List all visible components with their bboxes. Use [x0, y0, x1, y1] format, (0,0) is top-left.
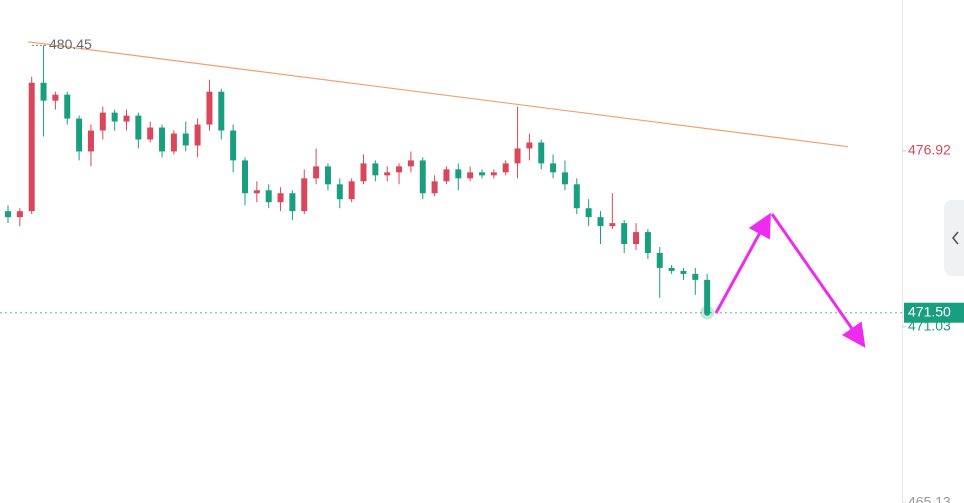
candle-body: [407, 160, 414, 167]
candle-body: [301, 178, 308, 212]
candle-body: [443, 169, 450, 182]
candle-body: [597, 217, 604, 227]
chevron-icon: [951, 231, 959, 245]
max-label: 480.45: [49, 36, 92, 52]
candle-body: [467, 172, 474, 179]
candle-body: [479, 172, 485, 176]
candle-body: [704, 279, 711, 313]
candle-body: [431, 181, 438, 194]
candle-body: [372, 163, 379, 176]
candle-body: [76, 118, 83, 152]
candle-body: [147, 127, 154, 140]
candle-body: [277, 193, 284, 203]
candle-body: [99, 112, 106, 131]
candle-body: [52, 94, 59, 101]
candle-body: [585, 208, 592, 218]
candle-body: [656, 252, 663, 268]
candle-body: [159, 127, 166, 152]
candle-body: [111, 112, 118, 122]
candle-body: [253, 190, 260, 194]
candle-body: [182, 133, 189, 146]
candle-body: [123, 115, 130, 122]
candle-body: [218, 91, 225, 131]
candle-body: [313, 166, 320, 179]
last-price-badge: [904, 302, 964, 323]
candle-body: [16, 211, 23, 218]
candle-body: [550, 163, 557, 173]
candle-body: [621, 223, 628, 245]
candle-body: [514, 148, 521, 164]
candle-body: [5, 211, 11, 218]
arrow-down: [770, 213, 866, 348]
last-price-dot: [704, 309, 711, 316]
candle-body: [360, 163, 367, 182]
candle-body: [384, 172, 391, 176]
candle-body: [561, 172, 568, 185]
candle-body: [40, 82, 47, 101]
candle-body: [170, 133, 177, 152]
candle-body: [87, 130, 94, 152]
candle-body: [680, 270, 687, 274]
candle-body: [206, 91, 213, 125]
candle-body: [242, 160, 248, 194]
candle-body: [609, 223, 616, 227]
y-tick-label: 465.13: [908, 494, 951, 503]
candle-body: [668, 267, 675, 271]
candle-body: [490, 172, 497, 176]
candle-body: [526, 142, 533, 149]
candle-body: [64, 94, 71, 119]
candle-body: [396, 166, 403, 173]
candle-body: [538, 142, 545, 164]
candle-body: [135, 115, 142, 140]
candle-body: [289, 193, 296, 212]
candle-body: [28, 82, 35, 212]
arrow-up: [714, 212, 771, 314]
candle-body: [230, 130, 237, 161]
candle-body: [194, 124, 201, 146]
candle-body: [348, 181, 355, 200]
candle-body: [455, 169, 462, 179]
candle-body: [644, 232, 651, 253]
trend-line: [27, 41, 849, 148]
candle-body: [692, 273, 699, 280]
candle-body: [573, 184, 580, 209]
last-price-label: 471.50: [908, 303, 951, 319]
candle-body: [633, 232, 640, 245]
candle-body: [336, 184, 343, 200]
candle-body: [502, 163, 509, 173]
candle-body: [419, 160, 426, 194]
candle-body: [265, 190, 272, 203]
candle-body: [324, 166, 331, 185]
y-tick-label: 476.92: [908, 142, 951, 158]
